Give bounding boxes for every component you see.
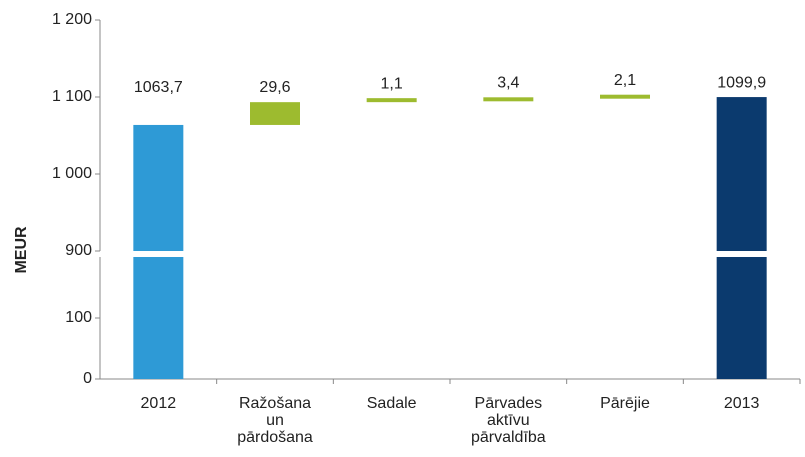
- value-label: 1099,9: [717, 74, 766, 91]
- bar: [483, 97, 534, 102]
- bar-part: [133, 124, 184, 251]
- x-tick-label: Pārējie: [600, 395, 650, 412]
- bar: [600, 94, 650, 99]
- y-tick-label: 0: [83, 370, 92, 387]
- value-label: 3,4: [497, 75, 519, 92]
- bar: [250, 102, 300, 125]
- bar: [133, 124, 184, 379]
- x-tick-label: un: [266, 412, 284, 429]
- value-label: 2,1: [614, 72, 636, 89]
- y-tick-label: 900: [65, 242, 92, 259]
- x-tick-label: pārvaldība: [471, 429, 546, 446]
- x-tick-label: aktīvu: [487, 412, 530, 429]
- x-tick-label: 2013: [724, 395, 760, 412]
- x-tick-label: Ražošana: [239, 395, 311, 412]
- y-tick-label: 1 200: [52, 11, 92, 28]
- y-tick-label: 1 100: [52, 88, 92, 105]
- bar: [716, 97, 767, 379]
- x-tick-label: pārdošana: [237, 429, 313, 446]
- value-label: 1063,7: [134, 79, 183, 96]
- bar: [366, 98, 417, 103]
- bar-part: [716, 257, 767, 379]
- x-tick-label: Sadale: [367, 395, 417, 412]
- value-label: 29,6: [259, 79, 290, 96]
- y-tick-label: 1 000: [52, 165, 92, 182]
- bar-part: [716, 97, 767, 252]
- y-axis-label: MEUR: [13, 226, 30, 274]
- bar-part: [133, 257, 184, 379]
- x-tick-label: Pārvades: [475, 395, 543, 412]
- y-tick-label: 100: [65, 309, 92, 326]
- value-label: 1,1: [381, 75, 403, 92]
- x-tick-label: 2012: [141, 395, 177, 412]
